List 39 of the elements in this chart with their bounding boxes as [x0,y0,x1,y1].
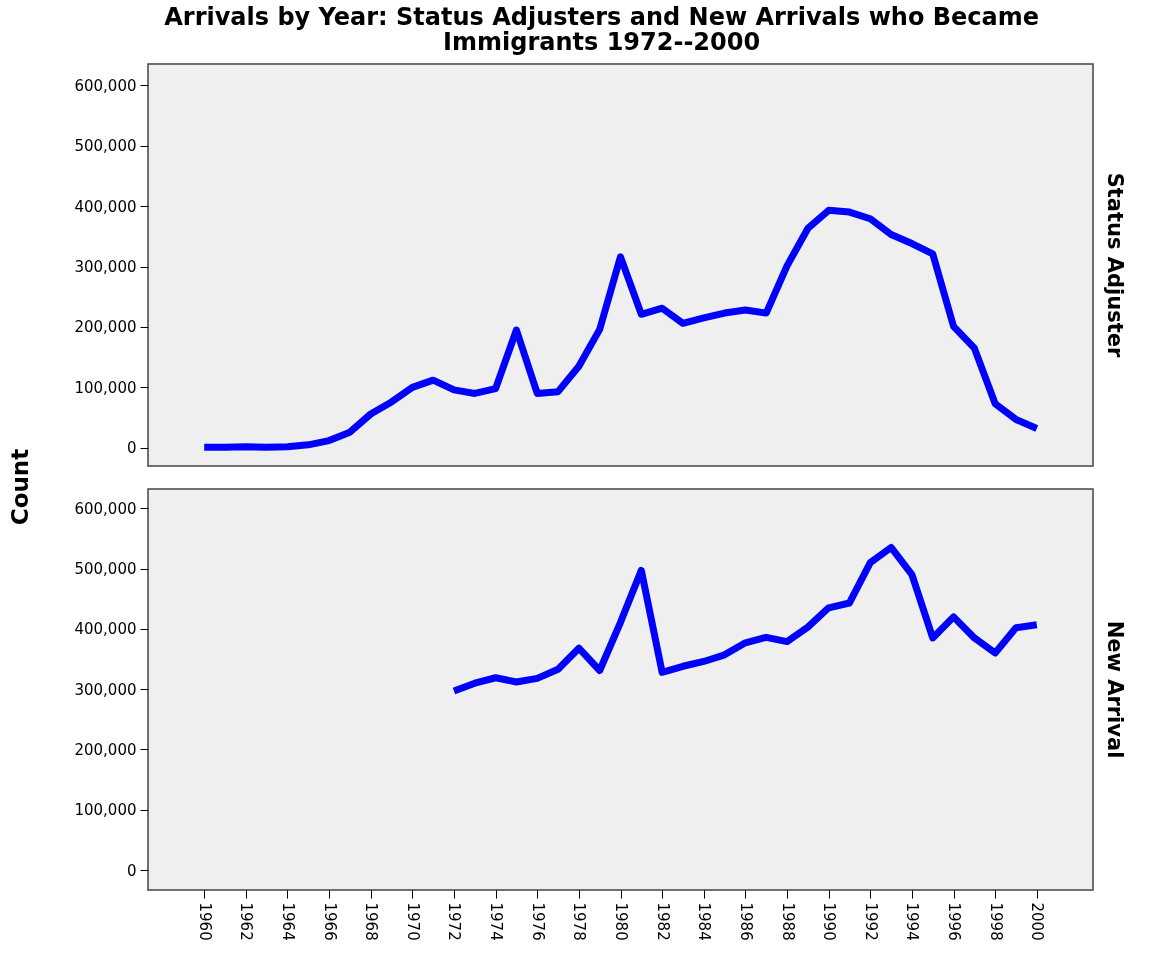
y-tick-label: 500,000 [74,137,137,156]
x-tick-label: 1982 [653,902,672,941]
y-tick-label: 300,000 [74,680,137,699]
y-tick-label: 100,000 [74,378,137,397]
y-tick-label: 400,000 [74,620,137,639]
y-tick-label: 0 [126,861,137,880]
x-tick-label: 1960 [195,902,214,941]
text: Status Adjuster [1103,172,1127,358]
y-tick-label: 100,000 [74,801,137,820]
x-tick-label: 1986 [736,902,755,941]
y-tick-label: 500,000 [74,560,137,579]
x-tick-label: 1966 [320,902,339,941]
y-tick-label: 300,000 [74,258,137,277]
y-tick-label: 0 [126,439,137,458]
x-tick-label: 2000 [1028,902,1047,941]
x-tick-label: 1984 [695,902,714,941]
y-tick-label: 600,000 [74,499,137,518]
x-tick-label: 1994 [903,902,922,941]
x-tick-label: 1972 [445,902,464,941]
y-tick-label: 200,000 [74,741,137,759]
x-tick-label: 1996 [945,902,964,941]
x-tick-label: 1974 [487,902,506,941]
chart-title: Arrivals by Year: Status Adjusters and New Arrivals who Became Immigrants 1972--2000 [164,3,1040,57]
y-axis-title: Count [7,448,33,526]
y-tick-label: 200,000 [74,318,137,337]
x-tick-label: 1992 [861,902,880,941]
x-tick-label: 1990 [820,902,839,941]
x-tick-label: 1998 [986,902,1005,941]
x-tick-label: 1970 [403,902,422,941]
text: New Arrival [1103,620,1127,759]
x-tick-label: 1976 [528,902,547,941]
x-tick-label: 1980 [612,902,630,941]
x-tick-label: 1968 [362,902,381,941]
y-tick-label: 400,000 [74,197,137,216]
x-tick-label: 1962 [237,902,256,941]
x-tick-label: 1978 [570,902,589,941]
x-tick-label: 1964 [278,902,297,941]
x-tick-label: 1988 [778,902,797,941]
y-tick-label: 600,000 [74,76,137,95]
